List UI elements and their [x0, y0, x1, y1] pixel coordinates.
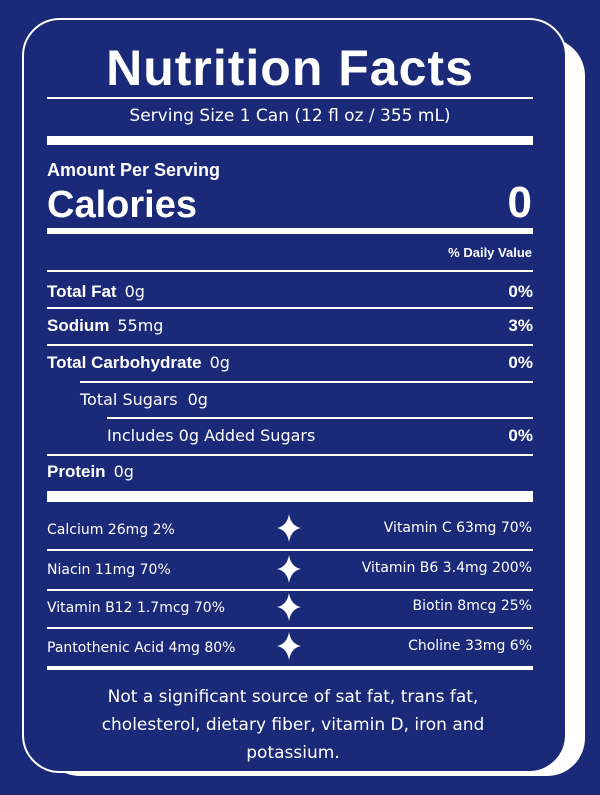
rule	[47, 270, 533, 272]
nutrient-name: Total Carbohydrate	[47, 353, 202, 372]
vitamin: Pantothenic Acid 4mg 80%	[47, 640, 236, 656]
vitamin: Biotin 8mcg 25%	[412, 598, 532, 614]
nutrient-amount: 0g	[124, 282, 145, 301]
vitamin: Niacin 11mg 70%	[47, 562, 171, 578]
nutrient-row: Total Fat 0g 0%	[47, 280, 533, 304]
calories-label: Calories	[47, 184, 197, 226]
vitamin: Vitamin B6 3.4mg 200%	[361, 560, 532, 576]
vitamin: Vitamin C 63mg 70%	[383, 520, 532, 536]
nutrient-row: Sodium 55mg 3%	[47, 314, 533, 338]
vitamin: Vitamin B12 1.7mcg 70%	[47, 600, 226, 616]
nutrient-row: Includes 0g Added Sugars 0%	[107, 424, 533, 448]
sparkle	[277, 593, 301, 621]
rule	[47, 307, 533, 309]
nutrient-name: Protein	[47, 462, 106, 481]
nutrient-amount: 0g	[187, 390, 208, 409]
title: Nutrition Facts	[106, 40, 474, 96]
nutrient-dv: 0%	[508, 353, 533, 372]
footnote: Not a significant source of sat fat, tra…	[101, 687, 485, 763]
rule	[80, 381, 533, 383]
rule	[47, 589, 533, 591]
nutrient-name: Total Fat	[47, 282, 117, 301]
nutrient-dv: 0%	[508, 426, 533, 445]
calories-value: 0	[507, 178, 532, 227]
sparkles	[277, 514, 301, 660]
thick-rule	[47, 491, 533, 502]
nutrient-dv: 3%	[508, 316, 533, 335]
nutrient-name: Total Sugars	[80, 390, 178, 409]
nutrient-row: Total Carbohydrate 0g 0%	[47, 351, 533, 375]
rule	[47, 549, 533, 551]
amount-per-serving: Amount Per Serving	[47, 160, 221, 180]
rule	[107, 417, 533, 419]
serving-size: Serving Size 1 Can (12 fl oz / 355 mL)	[129, 106, 451, 126]
nutrient-amount: 55mg	[117, 316, 164, 335]
sparkle	[277, 514, 301, 542]
thick-rule	[47, 228, 533, 234]
nutrient-amount: 0g	[209, 353, 230, 372]
vitamin: Calcium 26mg 2%	[47, 522, 175, 538]
sparkle	[277, 632, 301, 660]
rule	[47, 666, 533, 670]
rule	[47, 97, 533, 99]
rule	[47, 344, 533, 346]
nutrient-amount: 0g	[113, 462, 134, 481]
vitamin: Choline 33mg 6%	[408, 638, 532, 654]
nutrient-row: Total Sugars 0g	[80, 388, 533, 412]
nutrient-row: Protein 0g	[47, 460, 533, 484]
nutrient-name: Sodium	[47, 316, 110, 335]
rule	[47, 627, 533, 629]
nutrient-dv: 0%	[508, 282, 533, 301]
nutrient-name: Includes 0g Added Sugars	[107, 426, 316, 445]
sparkle	[277, 555, 301, 583]
thick-rule	[47, 136, 533, 145]
rule	[47, 454, 533, 456]
daily-value-header: % Daily Value	[448, 245, 532, 260]
